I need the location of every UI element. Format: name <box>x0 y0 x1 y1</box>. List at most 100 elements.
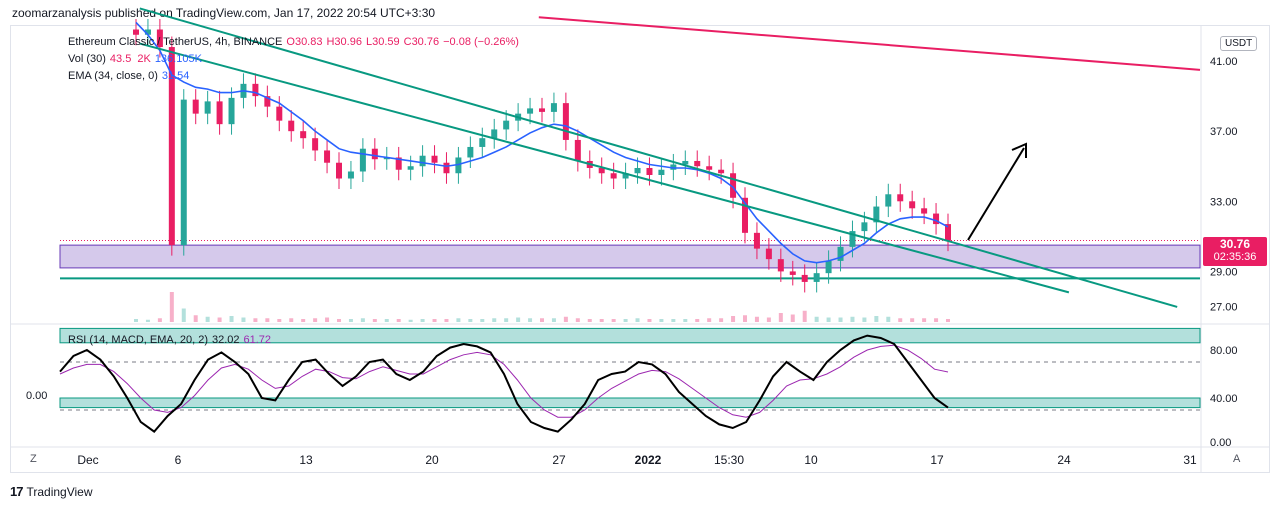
volume-bar <box>695 319 700 322</box>
volume-bar <box>540 318 544 322</box>
candle-body <box>443 162 450 174</box>
price-axis-tick: 29.00 <box>1210 266 1238 278</box>
volume-bar <box>671 319 676 322</box>
volume-bar <box>754 316 759 322</box>
candle-body <box>133 29 139 35</box>
candle-body <box>765 248 772 260</box>
volume-bar <box>910 318 915 322</box>
legend-vol-value-2: 136.105K <box>154 53 202 65</box>
volume-bar <box>229 316 234 322</box>
legend-ema-label: EMA (34, close, 0) <box>68 70 158 82</box>
volume-bar <box>396 319 401 322</box>
volume-bar <box>683 319 688 322</box>
volume-bar <box>838 317 843 322</box>
volume-bar <box>707 318 712 322</box>
candle-body <box>742 197 748 233</box>
candle-body <box>753 232 760 249</box>
descending-resistance-line <box>538 16 1201 71</box>
volume-bar <box>432 319 437 322</box>
legend-rsi-row: RSI (14, MACD, EMA, 20, 2) 32.02 61.72 <box>68 334 275 346</box>
volume-bar <box>563 316 568 322</box>
candle-body <box>479 138 486 147</box>
legend-low: L30.59 <box>365 36 400 48</box>
candle-body <box>300 131 307 139</box>
candle-body <box>634 167 641 174</box>
volume-bar <box>766 317 771 322</box>
volume-bar <box>731 316 736 322</box>
rsi-axis-tick: 0.00 <box>1210 437 1231 449</box>
volume-bar <box>157 318 162 322</box>
candle-body <box>837 246 844 261</box>
candle-body <box>849 231 856 247</box>
candle-body <box>897 194 904 202</box>
volume-bar <box>145 319 150 322</box>
volume-bar <box>277 319 282 322</box>
legend-rsi-value: 32.02 <box>211 334 240 346</box>
time-axis-tick: 31 <box>1183 453 1197 467</box>
legend-open: O30.83 <box>286 36 323 48</box>
candle-body <box>168 47 175 246</box>
rsi-ma-line <box>59 344 949 418</box>
volume-bar <box>420 319 425 322</box>
candle-body <box>503 120 510 130</box>
volume-bar <box>134 319 138 322</box>
volume-bar <box>480 319 485 322</box>
volume-bar <box>946 319 950 322</box>
candle-body <box>861 222 868 232</box>
current-price-value: 30.76 <box>1219 237 1251 251</box>
volume-bar <box>862 317 867 322</box>
volume-bar <box>790 314 795 322</box>
candle-body <box>539 108 545 112</box>
currency-button[interactable]: USDT <box>1220 36 1258 51</box>
candle-body <box>252 83 259 97</box>
volume-bar <box>898 318 903 322</box>
legend-symbol-row: Ethereum Classic / TetherUS, 4h, BINANCE… <box>68 36 523 48</box>
candle-body <box>909 201 916 209</box>
price-axis-tick: 37.00 <box>1210 126 1238 138</box>
time-axis-tick: 6 <box>175 453 182 467</box>
volume-bar <box>408 319 413 322</box>
time-axis-tick: 20 <box>425 453 439 467</box>
volume-bar <box>504 318 509 322</box>
rsi-line <box>59 334 949 433</box>
candle-body <box>180 99 187 246</box>
footer-brand: TradingView <box>26 484 93 499</box>
time-axis-tick: 13 <box>299 453 313 467</box>
candle-body <box>598 167 605 174</box>
legend-change: −0.08 (−0.26%) <box>443 36 519 48</box>
price-axis-tick: 27.00 <box>1210 301 1238 313</box>
volume-bar <box>193 315 198 322</box>
candle-body <box>455 157 462 174</box>
candle-body <box>718 169 725 174</box>
candle-body <box>658 169 665 175</box>
volume-bar <box>587 319 592 322</box>
volume-bar <box>611 319 616 322</box>
price-axis-tick: 33.00 <box>1210 196 1238 208</box>
volume-bar <box>814 316 819 322</box>
candle-body <box>945 224 951 241</box>
candle-body <box>933 213 940 225</box>
volume-bar <box>575 318 580 322</box>
corner-z-button[interactable]: Z <box>30 453 37 465</box>
candle-body <box>813 273 820 282</box>
bar-countdown: 02:35:36 <box>1213 251 1257 263</box>
ema-line <box>135 21 949 264</box>
rsi-axis-tick: 40.00 <box>1210 393 1238 405</box>
candle-body <box>336 162 342 179</box>
corner-auto-button[interactable]: A <box>1233 453 1241 465</box>
candle-body <box>646 167 653 175</box>
candle-body <box>347 171 354 179</box>
candle-body <box>706 166 713 170</box>
volume-bar <box>743 315 747 322</box>
legend-ema-row: EMA (34, close, 0) 31.54 <box>68 70 193 82</box>
candle-body <box>383 157 390 160</box>
current-price-tag: 30.76 02:35:36 <box>1203 237 1267 266</box>
candle-body <box>622 173 629 179</box>
candle-body <box>419 155 426 167</box>
channel-lower-line <box>139 42 1070 294</box>
volume-bar <box>384 319 389 322</box>
bullish-arrow-shaft <box>967 147 1025 241</box>
time-axis-tick: Dec <box>77 453 98 467</box>
candle-body <box>825 260 832 274</box>
